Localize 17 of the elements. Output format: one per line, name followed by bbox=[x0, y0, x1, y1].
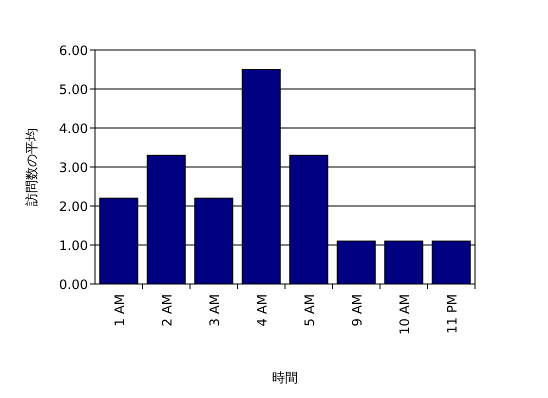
x-tick-label: 2 AM bbox=[160, 294, 176, 327]
y-tick-label: 0.00 bbox=[59, 278, 88, 293]
y-tick-label: 2.00 bbox=[59, 200, 88, 215]
x-tick-label: 11 PM bbox=[445, 294, 460, 334]
x-tick-label: 9 AM bbox=[350, 294, 366, 327]
x-tick-label: 5 AM bbox=[302, 294, 318, 327]
x-axis-title: 時間 bbox=[272, 371, 298, 386]
y-axis-title: 訪問数の平均 bbox=[25, 128, 40, 206]
x-tick-label: 4 AM bbox=[255, 294, 270, 327]
y-tick-label: 6.00 bbox=[59, 44, 88, 59]
y-tick-label: 3.00 bbox=[59, 161, 88, 176]
x-tick-label: 1 AM bbox=[112, 294, 128, 327]
y-tick-label: 4.00 bbox=[59, 122, 88, 137]
y-tick-label: 1.00 bbox=[59, 239, 88, 254]
x-tick-label: 3 AM bbox=[208, 294, 223, 327]
x-tick-label: 10 AM bbox=[398, 294, 413, 335]
y-tick-label: 5.00 bbox=[59, 83, 88, 98]
